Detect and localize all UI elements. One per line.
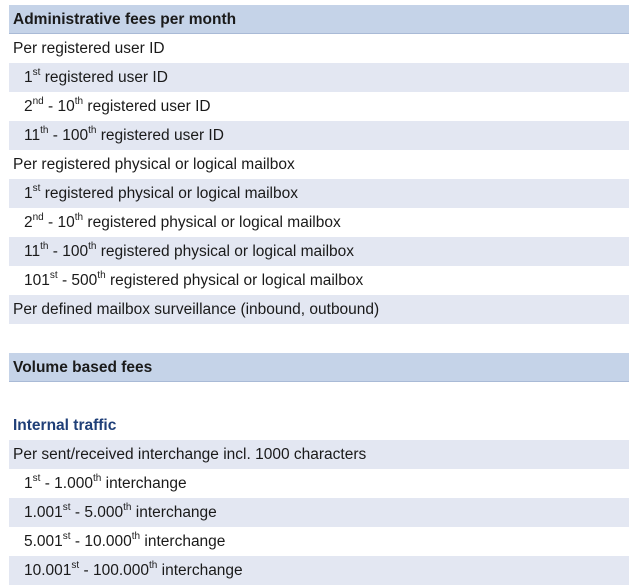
row-text: 11 (24, 127, 41, 144)
ordinal-suffix: st (62, 531, 71, 542)
row-text: - 100 (48, 127, 89, 144)
row-text: 10.001 (24, 562, 72, 579)
row-text: Internal traffic (13, 417, 117, 434)
row-text: - 10 (43, 98, 75, 115)
row-text: - 5.000 (70, 504, 124, 521)
table-row: Per defined mailbox surveillance (inboun… (9, 295, 629, 324)
row-text: Administrative fees per month (13, 11, 237, 28)
table-row: Per registered physical or logical mailb… (9, 150, 629, 179)
row-text: registered physical or logical mailbox (40, 185, 298, 202)
row-text: Per registered physical or logical mailb… (13, 156, 295, 173)
row-text: - 10.000 (70, 533, 132, 550)
table-row: 2nd - 10th registered physical or logica… (9, 208, 629, 237)
row-text: registered physical or logical mailbox (83, 214, 341, 231)
row-text: registered physical or logical mailbox (105, 272, 364, 289)
ordinal-suffix: th (92, 473, 102, 484)
row-text: - 100.000 (79, 562, 150, 579)
section-header: Administrative fees per month (9, 5, 629, 34)
row-text: Volume based fees (13, 359, 153, 376)
row-text: registered user ID (40, 69, 168, 86)
table-row: 5.001st - 10.000th interchange (9, 527, 629, 556)
ordinal-suffix: nd (32, 96, 44, 107)
row-text: Per defined mailbox surveillance (inboun… (13, 301, 380, 318)
ordinal-suffix: st (62, 502, 71, 513)
ordinal-suffix: th (40, 125, 49, 136)
row-text: 2 (24, 98, 33, 115)
ordinal-suffix: st (71, 560, 80, 571)
row-text: - 100 (48, 243, 89, 260)
row-text: 101 (24, 272, 50, 289)
row-text: interchange (131, 504, 217, 521)
table-row: 11th - 100th registered user ID (9, 121, 629, 150)
table-row: 1st registered user ID (9, 63, 629, 92)
row-text: Per registered user ID (13, 40, 165, 57)
table-row: 2nd - 10th registered user ID (9, 92, 629, 121)
row-text: interchange (101, 475, 187, 492)
row-text: 5.001 (24, 533, 63, 550)
ordinal-suffix: th (74, 212, 84, 223)
ordinal-suffix: th (131, 531, 141, 542)
table-row: 11th - 100th registered physical or logi… (9, 237, 629, 266)
ordinal-suffix: th (74, 96, 84, 107)
ordinal-suffix: th (149, 560, 158, 571)
ordinal-suffix: st (32, 67, 41, 78)
table-row: Per sent/received interchange incl. 1000… (9, 440, 629, 469)
ordinal-suffix: th (88, 125, 97, 136)
spacer-row (9, 382, 629, 411)
ordinal-suffix: st (32, 183, 41, 194)
ordinal-suffix: th (88, 241, 97, 252)
ordinal-suffix: st (32, 473, 41, 484)
row-text: - 1.000 (40, 475, 93, 492)
spacer-row (9, 324, 629, 353)
row-text: 1 (24, 185, 33, 202)
row-text: registered user ID (96, 127, 224, 144)
table-row: 101st - 500th registered physical or log… (9, 266, 629, 295)
ordinal-suffix: nd (32, 212, 44, 223)
table-row: 1st registered physical or logical mailb… (9, 179, 629, 208)
fee-table: Administrative fees per month Per registe… (9, 5, 629, 585)
ordinal-suffix: th (123, 502, 132, 513)
section-header: Volume based fees (9, 353, 629, 382)
table-row: 1.001st - 5.000th interchange (9, 498, 629, 527)
row-text: interchange (157, 562, 243, 579)
row-text: 1 (24, 475, 33, 492)
row-text: - 10 (43, 214, 75, 231)
row-text: interchange (140, 533, 226, 550)
ordinal-suffix: st (49, 270, 58, 281)
subsection-title: Internal traffic (9, 411, 629, 440)
row-text: 1.001 (24, 504, 63, 521)
row-text: 11 (24, 243, 41, 260)
row-text: registered user ID (83, 98, 211, 115)
table-row: 1st - 1.000th interchange (9, 469, 629, 498)
row-text: 1 (24, 69, 33, 86)
row-text: - 500 (57, 272, 98, 289)
ordinal-suffix: th (40, 241, 49, 252)
row-text: Per sent/received interchange incl. 1000… (13, 446, 367, 463)
row-text: registered physical or logical mailbox (96, 243, 355, 260)
table-row: Per registered user ID (9, 34, 629, 63)
table-row: 10.001st - 100.000th interchange (9, 556, 629, 585)
ordinal-suffix: th (97, 270, 106, 281)
row-text: 2 (24, 214, 33, 231)
